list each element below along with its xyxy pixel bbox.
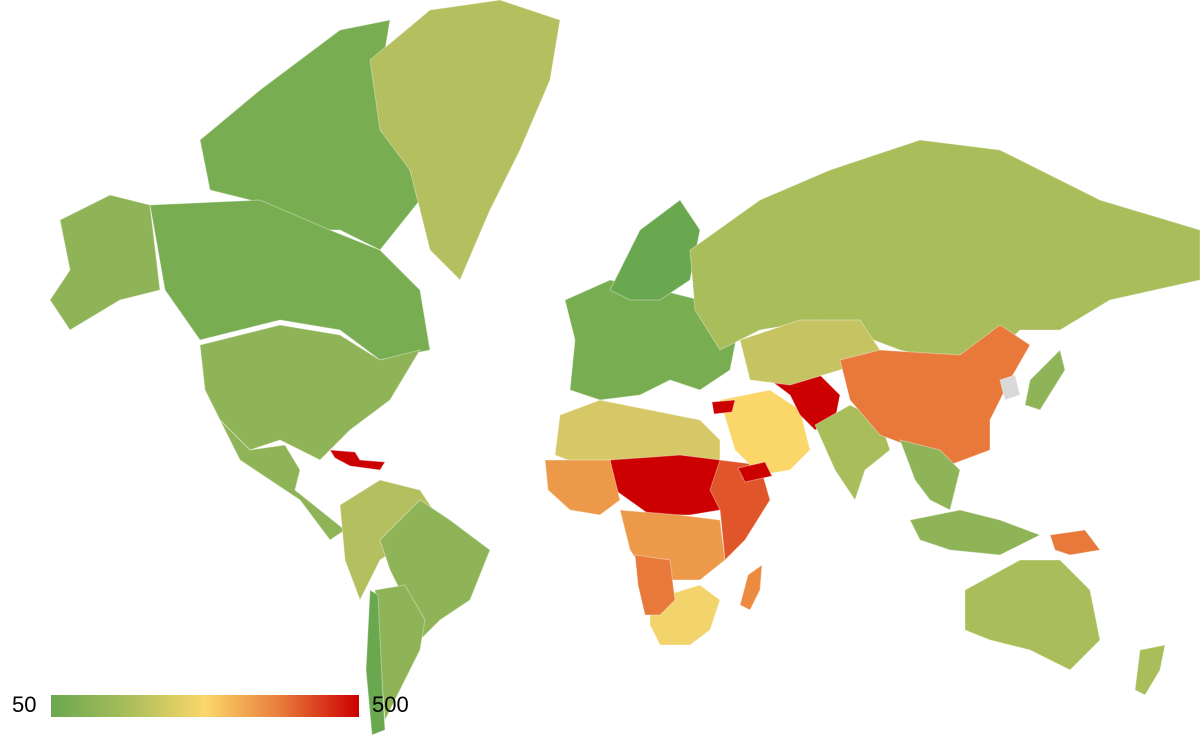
region-alaska[interactable] (49, 194, 161, 331)
region-yemen[interactable] (737, 461, 773, 483)
region-korea[interactable] (999, 374, 1021, 401)
region-chile[interactable] (365, 589, 386, 736)
legend-gradient-bar (51, 695, 359, 717)
region-indonesia[interactable] (909, 509, 1042, 556)
region-india[interactable] (814, 404, 891, 502)
region-australia[interactable] (964, 559, 1101, 671)
region-greenland[interactable] (369, 0, 561, 281)
color-legend: 50 500 (0, 690, 430, 722)
region-china[interactable] (839, 324, 1031, 466)
region-middle-east[interactable] (719, 389, 811, 476)
region-southeast-asia[interactable] (899, 439, 961, 511)
region-north-africa[interactable] (554, 399, 721, 466)
region-west-africa[interactable] (544, 459, 621, 516)
region-madagascar[interactable] (739, 563, 763, 611)
legend-max-label: 500 (372, 692, 409, 717)
region-central-africa[interactable] (619, 509, 726, 581)
region-new-zealand[interactable] (1134, 644, 1166, 696)
region-scandinavia[interactable] (609, 199, 701, 301)
region-japan[interactable] (1024, 349, 1066, 411)
region-syria[interactable] (711, 399, 736, 415)
region-mexico-central-america[interactable] (219, 419, 346, 541)
region-angola[interactable] (634, 554, 676, 616)
legend-min-label: 50 (12, 692, 37, 717)
region-caribbean-haiti[interactable] (329, 449, 386, 471)
region-papua-new-guinea[interactable] (1049, 529, 1101, 556)
region-russia[interactable] (689, 139, 1200, 371)
